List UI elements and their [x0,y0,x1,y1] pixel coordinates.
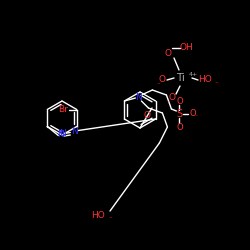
Text: HO: HO [91,210,105,220]
Text: HO: HO [198,76,212,84]
Text: ⁻: ⁻ [195,116,198,120]
Text: S: S [176,109,182,119]
Text: O: O [176,122,183,132]
Text: O: O [189,110,196,118]
Text: O: O [176,96,183,106]
Text: Ti: Ti [176,73,186,83]
Text: O: O [158,76,166,84]
Text: N: N [71,127,78,136]
Text: N: N [135,94,142,102]
Text: ⁻: ⁻ [214,81,218,87]
Text: O: O [164,50,172,58]
Text: ⁻: ⁻ [156,82,160,88]
Text: Br: Br [58,105,68,114]
Text: OH: OH [179,44,193,52]
Text: ⁻: ⁻ [166,100,170,106]
Text: N: N [58,130,66,138]
Text: O: O [144,110,150,120]
Text: 4+: 4+ [189,72,198,76]
Text: N: N [57,130,64,139]
Text: O: O [168,94,175,102]
Text: ⁻: ⁻ [108,216,112,222]
